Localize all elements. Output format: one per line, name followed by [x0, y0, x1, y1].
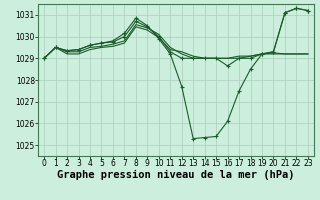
X-axis label: Graphe pression niveau de la mer (hPa): Graphe pression niveau de la mer (hPa) — [57, 170, 295, 180]
